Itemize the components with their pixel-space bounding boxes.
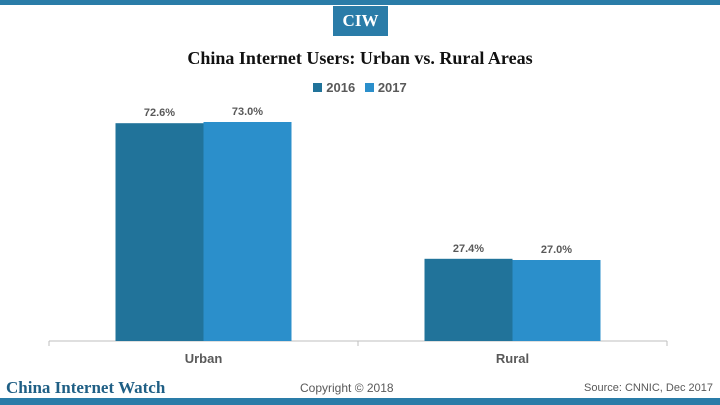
data-label-rural-2016: 27.4% (453, 243, 484, 255)
footer-source: Source: CNNIC, Dec 2017 (584, 382, 713, 394)
legend-swatch-2017 (364, 83, 374, 92)
data-label-urban-2017: 73.0% (232, 106, 263, 118)
legend-label-2016: 2016 (326, 80, 356, 95)
footer-copyright: Copyright © 2018 (300, 381, 394, 395)
top-accent-bar (0, 0, 720, 5)
category-label-urban: Urban (185, 351, 223, 366)
data-label-rural-2017: 27.0% (541, 244, 572, 256)
bar-rural-2016 (424, 258, 513, 341)
bottom-accent-bar (0, 398, 720, 405)
footer-brand: China Internet Watch (6, 378, 166, 397)
legend-item-2017: 2017 (364, 80, 407, 95)
legend-item-2016: 2016 (313, 80, 355, 95)
bar-rural-2017 (512, 260, 601, 341)
chart-title: China Internet Users: Urban vs. Rural Ar… (187, 48, 533, 68)
bar-urban-2016 (115, 123, 204, 341)
category-label-rural: Rural (496, 351, 529, 366)
legend-label-2017: 2017 (377, 80, 407, 95)
legend-swatch-2016 (313, 83, 323, 92)
bar-urban-2017 (203, 122, 292, 341)
chart-legend: 2016 2017 (0, 80, 720, 95)
data-label-urban-2016: 72.6% (144, 107, 175, 119)
ciw-logo: CIW (333, 6, 388, 36)
